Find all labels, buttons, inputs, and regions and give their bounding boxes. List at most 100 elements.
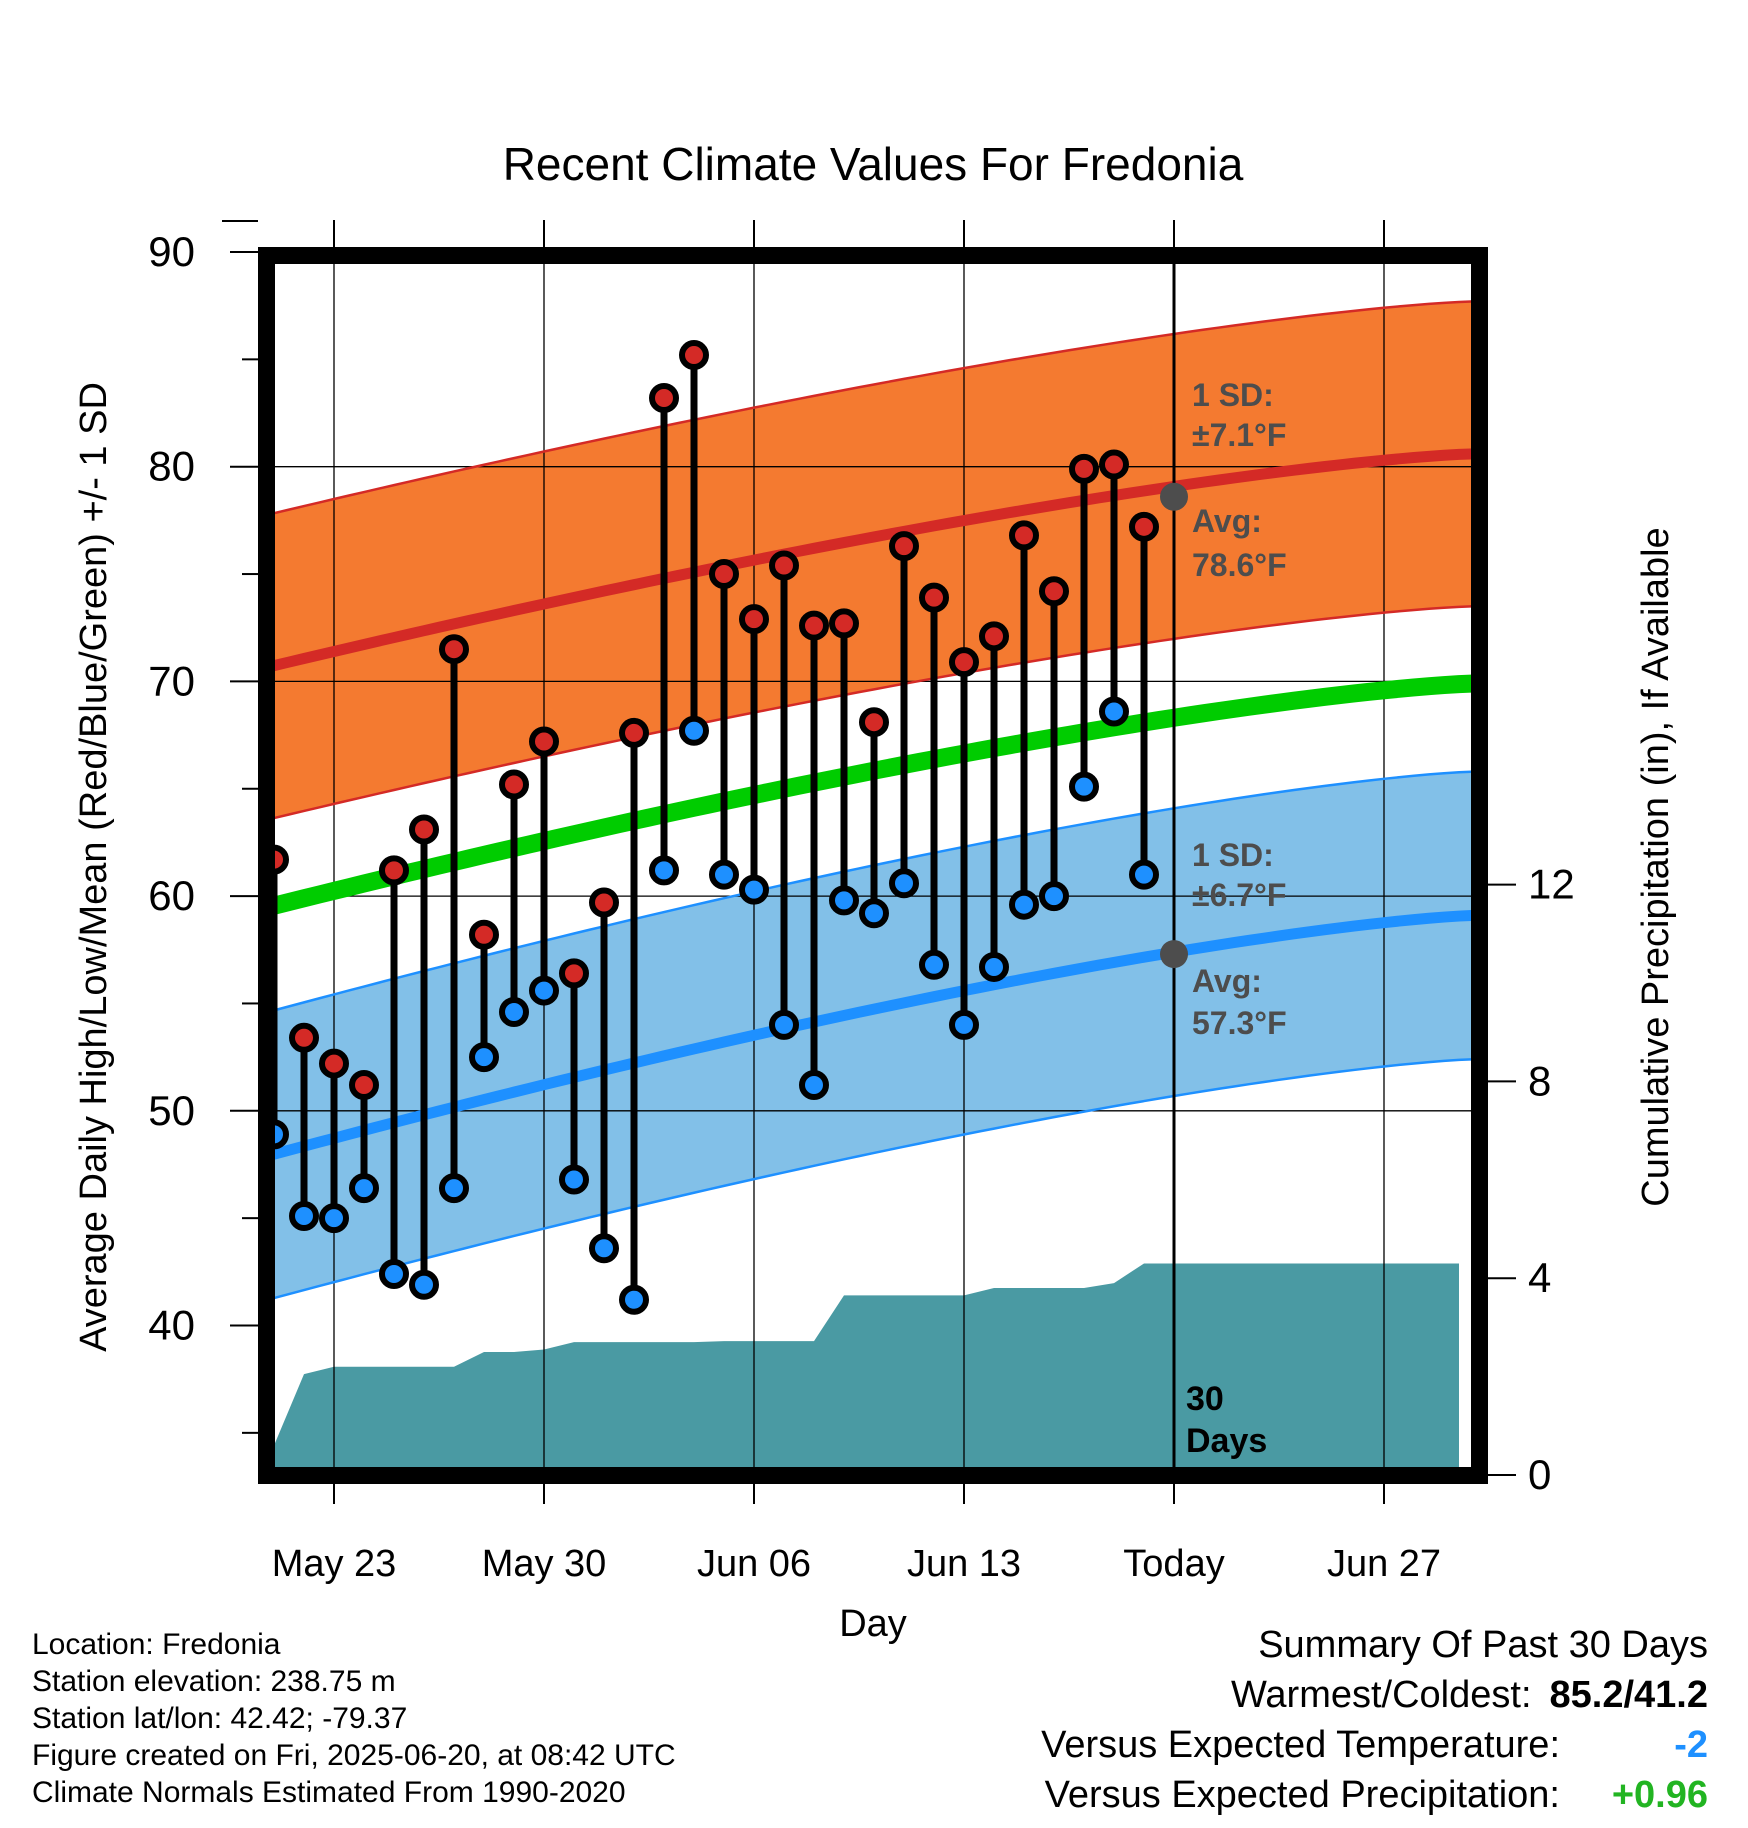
low-sd-lower-line <box>266 1058 1475 1302</box>
daily-low-marker <box>859 898 889 929</box>
y-tick-label: 70 <box>148 657 195 704</box>
today-high-normal-marker <box>1160 482 1188 511</box>
temp-anomaly-value: -2 <box>1674 1724 1708 1766</box>
x-tick-label: Jun 06 <box>697 1543 811 1585</box>
summary-temp: Versus Expected Temperature: -2 <box>808 1720 1708 1770</box>
daily-high-marker <box>1099 449 1129 480</box>
daily-low-marker <box>589 1233 619 1264</box>
y2-tick-label: 12 <box>1528 861 1575 908</box>
daily-low-marker <box>529 975 559 1006</box>
daily-low-marker <box>439 1173 469 1204</box>
daily-high-marker <box>1009 520 1039 551</box>
y-tick-label: 40 <box>148 1302 195 1349</box>
daily-high-marker <box>859 707 889 738</box>
summary-title: Summary Of Past 30 Days <box>1258 1624 1708 1666</box>
daily-high-marker <box>1129 511 1159 542</box>
y2-axis-label: Cumulative Precipitation (in), If Availa… <box>1635 527 1677 1206</box>
daily-low-marker <box>379 1258 409 1289</box>
daily-high-marker <box>589 887 619 918</box>
daily-low-marker <box>319 1203 349 1234</box>
high-sd-lower-line <box>266 605 1475 822</box>
x-tick-label: Jun 13 <box>907 1543 1021 1585</box>
y-tick-label: 80 <box>148 443 195 490</box>
high-avg-value: 78.6°F <box>1192 547 1287 583</box>
y-tick-label: 60 <box>148 872 195 919</box>
daily-high-marker <box>1069 453 1099 484</box>
daily-low-marker <box>1069 771 1099 802</box>
high-avg-label: Avg: <box>1192 503 1262 539</box>
y-tick-label: 50 <box>148 1087 195 1134</box>
daily-high-marker <box>469 919 499 950</box>
daily-low-marker <box>799 1070 829 1101</box>
high-sd-value: ±7.1°F <box>1192 417 1286 453</box>
low-avg-label: Avg: <box>1192 963 1262 999</box>
daily-high-marker <box>889 531 919 562</box>
low-sd-band <box>266 771 1474 1301</box>
today-count-unit: Days <box>1186 1422 1267 1460</box>
daily-low-marker <box>559 1164 589 1195</box>
today-count-number: 30 <box>1186 1380 1224 1418</box>
x-tick-label: Today <box>1123 1543 1224 1585</box>
daily-low-marker <box>919 949 949 980</box>
daily-high-marker <box>559 958 589 989</box>
daily-low-marker <box>979 951 1009 982</box>
daily-high-marker <box>379 855 409 886</box>
plot-area: 1 SD: ±7.1°F Avg: 78.6°F 1 SD: ±6.7°F Avg: 57.3… <box>266 255 1480 1476</box>
daily-low-marker <box>949 1009 979 1040</box>
chart-title: Recent Climate Values For Fredonia <box>503 138 1244 190</box>
daily-high-marker <box>919 582 949 613</box>
daily-high-marker <box>979 621 1009 652</box>
low-normal-line <box>266 909 1475 1162</box>
plot-frame <box>258 247 1488 1484</box>
precipitation-area <box>266 1263 1459 1475</box>
elevation-text: Station elevation: 238.75 m <box>32 1665 396 1698</box>
daily-high-marker <box>319 1048 349 1079</box>
daily-high-marker <box>439 634 469 665</box>
precip-anomaly-label: Versus Expected Precipitation: <box>1044 1774 1560 1816</box>
precip-anomaly-value: +0.96 <box>1611 1774 1708 1816</box>
x-axis-label: Day <box>839 1603 907 1645</box>
daily-low-marker <box>709 859 739 890</box>
daily-high-marker <box>679 340 709 371</box>
low-sd-label: 1 SD: <box>1192 837 1274 873</box>
daily-high-marker <box>409 814 439 845</box>
created-text: Figure created on Fri, 2025-06-20, at 08… <box>32 1739 676 1772</box>
summary-panel: Summary Of Past 30 Days Warmest/Coldest:… <box>808 1620 1708 1820</box>
daily-high-marker <box>349 1070 379 1101</box>
summary-warmest-coldest: Warmest/Coldest: 85.2/41.2 <box>808 1670 1708 1720</box>
location-text: Location: Fredonia <box>32 1628 281 1661</box>
today-low-normal-marker <box>1160 940 1188 969</box>
temp-anomaly-label: Versus Expected Temperature: <box>1041 1724 1560 1766</box>
x-tick-label: May 23 <box>272 1543 397 1585</box>
daily-low-marker <box>349 1173 379 1204</box>
daily-high-marker <box>769 550 799 581</box>
station-info: Location: Fredonia Station elevation: 23… <box>32 1626 676 1811</box>
high-sd-label: 1 SD: <box>1192 377 1274 413</box>
daily-low-marker <box>499 997 529 1028</box>
summary-precip: Versus Expected Precipitation: +0.96 <box>808 1770 1708 1820</box>
low-sd-value: ±6.7°F <box>1192 877 1286 913</box>
high-sd-upper-line <box>266 300 1475 517</box>
high-normal-line <box>266 448 1475 674</box>
low-sd-upper-line <box>266 770 1475 1014</box>
daily-low-marker <box>649 855 679 886</box>
daily-high-marker <box>529 726 559 757</box>
daily-low-marker <box>889 868 919 899</box>
daily-high-marker <box>709 559 739 590</box>
latlon-text: Station lat/lon: 42.42; -79.37 <box>32 1702 408 1735</box>
daily-low-marker <box>1099 696 1129 727</box>
high-sd-band <box>266 301 1474 820</box>
daily-high-marker <box>649 382 679 413</box>
y2-tick-label: 4 <box>1528 1254 1551 1301</box>
daily-high-marker <box>499 769 529 800</box>
daily-low-marker <box>1129 859 1159 890</box>
y-tick-label: 90 <box>148 228 195 275</box>
daily-high-marker <box>619 717 649 748</box>
daily-low-marker <box>619 1284 649 1315</box>
daily-high-marker <box>739 604 769 635</box>
daily-low-marker <box>409 1269 439 1300</box>
warmest-coldest-label: Warmest/Coldest: <box>1230 1674 1532 1716</box>
daily-low-marker <box>289 1201 319 1232</box>
normals-period-text: Climate Normals Estimated From 1990-2020 <box>32 1776 626 1809</box>
